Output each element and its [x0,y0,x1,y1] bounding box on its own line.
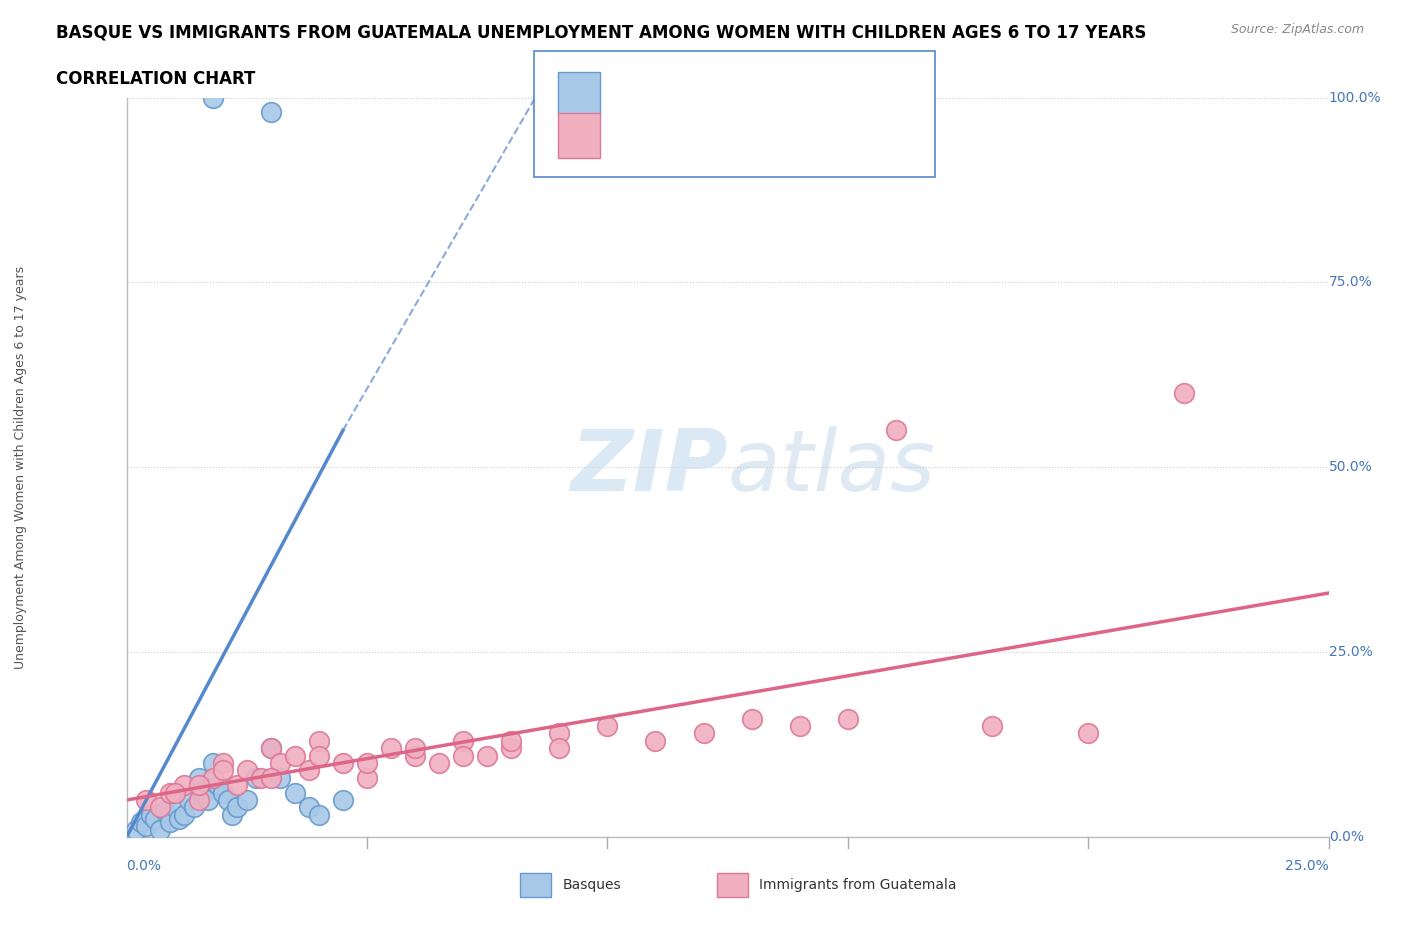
Text: Immigrants from Guatemala: Immigrants from Guatemala [759,878,956,893]
Text: 0.0%: 0.0% [1329,830,1364,844]
Point [202,770,225,785]
Point [211,785,233,800]
Point [501,734,523,749]
Point [356,770,378,785]
Point [475,749,498,764]
Point [332,792,354,807]
Point [159,785,181,800]
Text: 25.0%: 25.0% [1329,645,1372,659]
Point [308,749,330,764]
Point [153,804,176,818]
Point [260,770,283,785]
Point [404,749,426,764]
Point [207,777,229,792]
Text: ZIP: ZIP [569,426,728,509]
Point [217,792,239,807]
Point [193,785,215,800]
Point [837,711,859,726]
Point [884,423,907,438]
Point [202,755,225,770]
Point [149,822,172,837]
Point [202,90,225,105]
Point [501,741,523,756]
Point [451,734,474,749]
Text: BASQUE VS IMMIGRANTS FROM GUATEMALA UNEMPLOYMENT AMONG WOMEN WITH CHILDREN AGES : BASQUE VS IMMIGRANTS FROM GUATEMALA UNEM… [56,23,1147,41]
Point [226,777,249,792]
Point [1077,726,1099,741]
Point [1173,386,1195,401]
Point [548,726,571,741]
Text: 100.0%: 100.0% [1329,90,1381,105]
Point [183,800,205,815]
Text: 25.0%: 25.0% [1285,858,1329,872]
Point [260,105,283,120]
Text: 0.0%: 0.0% [127,858,162,872]
Point [380,741,402,756]
Point [235,792,259,807]
Text: CORRELATION CHART: CORRELATION CHART [56,70,256,87]
Point [145,811,167,826]
Text: Unemployment Among Women with Children Ages 6 to 17 years: Unemployment Among Women with Children A… [14,266,27,669]
Point [169,811,191,826]
Point [187,770,209,785]
Point [173,807,195,822]
Point [356,755,378,770]
Text: Basques: Basques [562,878,621,893]
Point [308,734,330,749]
Point [404,741,426,756]
Text: R = 0.484    N = 32: R = 0.484 N = 32 [617,85,793,103]
Point [221,807,243,822]
Point [269,755,291,770]
Point [692,726,714,741]
Point [129,815,152,830]
Point [451,749,474,764]
Point [596,719,619,734]
Point [187,777,209,792]
Point [284,785,307,800]
Text: R =  0.551    N = 44: R = 0.551 N = 44 [617,126,800,145]
Point [163,800,186,815]
Point [135,818,157,833]
Point [163,785,186,800]
Point [226,800,249,815]
Point [135,792,157,807]
Point [427,755,450,770]
Point [644,734,666,749]
Point [173,777,195,792]
Point [197,792,219,807]
Point [789,719,811,734]
Point [139,807,162,822]
Point [981,719,1004,734]
Point [260,741,283,756]
Point [177,792,200,807]
Point [741,711,763,726]
Text: 50.0%: 50.0% [1329,460,1372,474]
Point [260,741,283,756]
Text: Source: ZipAtlas.com: Source: ZipAtlas.com [1230,23,1364,36]
Point [284,749,307,764]
Point [250,770,273,785]
Point [308,807,330,822]
Point [548,741,571,756]
Point [235,763,259,777]
Point [187,792,209,807]
Text: 75.0%: 75.0% [1329,275,1372,289]
Text: atlas: atlas [728,426,935,509]
Point [211,755,233,770]
Point [159,815,181,830]
Point [298,763,321,777]
Point [245,770,267,785]
Point [211,763,233,777]
Point [298,800,321,815]
Point [269,770,291,785]
Point [332,755,354,770]
Point [149,800,172,815]
Point [125,822,148,837]
